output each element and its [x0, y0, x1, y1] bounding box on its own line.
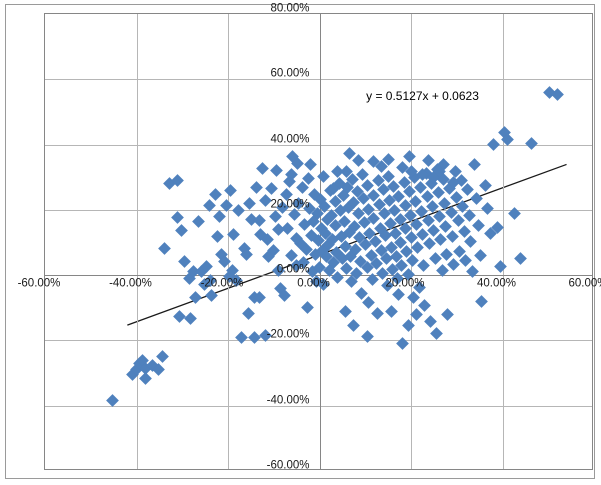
- scatter-point: [441, 308, 454, 322]
- scatter-point: [401, 319, 415, 333]
- scatter-point: [155, 350, 169, 363]
- scatter-point: [346, 319, 360, 333]
- scatter-point: [352, 153, 365, 167]
- scatter-point: [418, 299, 432, 313]
- scatter-point: [331, 164, 345, 178]
- scatter-point: [481, 201, 495, 215]
- scatter-point: [301, 301, 314, 315]
- scatter-point: [303, 157, 317, 171]
- y-axis-tick-label: 40.00%: [270, 133, 310, 146]
- y-axis-tick-label: 80.00%: [270, 2, 310, 15]
- scatter-point: [223, 183, 237, 197]
- scatter-point: [338, 305, 352, 319]
- scatter-point: [232, 204, 246, 217]
- gridline-horizontal: [45, 79, 592, 81]
- y-axis-tick-label: -20.00%: [266, 328, 310, 341]
- scatter-point: [514, 252, 528, 266]
- gridline-vertical: [502, 14, 504, 469]
- plot-area: [44, 13, 593, 470]
- scatter-point: [471, 218, 485, 232]
- scatter-point: [470, 192, 483, 206]
- y-axis-tick-label: -40.00%: [266, 394, 310, 407]
- gridline-vertical: [136, 14, 138, 469]
- gridline-vertical: [228, 14, 229, 469]
- scatter-point: [468, 158, 481, 172]
- scatter-point: [264, 182, 278, 195]
- gridline-horizontal: [45, 340, 592, 342]
- scatter-point: [270, 163, 284, 177]
- x-axis-tick-label: 60.00%: [568, 277, 601, 290]
- scatter-point: [475, 295, 489, 309]
- x-axis-tick-label: -20.00%: [200, 277, 244, 290]
- scatter-point: [256, 161, 270, 175]
- scatter-point: [158, 242, 172, 255]
- y-axis-tick-label: 20.00%: [270, 198, 310, 211]
- scatter-point: [417, 258, 431, 272]
- scatter-point: [410, 308, 423, 322]
- scatter-point: [434, 232, 448, 246]
- scatter-point: [487, 137, 501, 151]
- gridline-horizontal: [45, 405, 592, 407]
- x-axis-tick-label: 40.00%: [476, 277, 517, 290]
- scatter-point: [242, 197, 256, 211]
- scatter-point: [422, 153, 435, 167]
- scatter-point: [445, 230, 459, 243]
- scatter-point: [478, 178, 492, 192]
- scatter-point: [250, 180, 264, 194]
- scatter-point: [385, 305, 399, 319]
- scatter-point: [189, 290, 202, 304]
- scatter-point: [370, 307, 384, 321]
- y-axis-tick-label: 0.00%: [276, 263, 310, 276]
- scatter-point: [271, 222, 285, 236]
- scatter-point: [524, 136, 538, 150]
- scatter-point: [493, 259, 507, 273]
- y-axis-tick-label: -60.00%: [266, 459, 310, 472]
- scatter-point: [362, 296, 376, 310]
- scatter-point: [139, 372, 153, 386]
- trendline-equation-label: y = 0.5127x + 0.0623: [366, 88, 479, 103]
- scatter-point: [205, 289, 218, 303]
- scatter-point: [184, 311, 198, 325]
- x-axis-tick-label: 20.00%: [385, 277, 425, 290]
- scatter-point: [212, 210, 226, 223]
- scatter-point: [191, 214, 205, 228]
- y-axis-tick-label: 60.00%: [270, 67, 310, 80]
- scatter-point: [508, 206, 522, 220]
- scatter-point: [242, 306, 255, 320]
- scatter-point: [424, 315, 438, 329]
- chart-outer-frame: -60.00% -40.00% -20.00% 0.00% 20.00% 40.00% 60…: [5, 2, 601, 479]
- scatter-point: [227, 228, 241, 242]
- x-axis-tick-label: 0.00%: [297, 277, 330, 290]
- scatter-point: [210, 230, 224, 243]
- scatter-point: [175, 224, 189, 238]
- x-axis-line: [45, 275, 592, 277]
- scatter-point: [402, 149, 416, 163]
- scatter-point: [208, 188, 222, 201]
- scatter-point: [464, 235, 478, 248]
- x-axis-tick-label: -40.00%: [109, 277, 152, 290]
- scatter-point: [473, 249, 487, 262]
- scatter-point: [178, 255, 192, 269]
- scatter-point: [429, 326, 443, 340]
- gridline-horizontal: [45, 144, 592, 146]
- scatter-point: [234, 331, 248, 345]
- x-axis-tick-label: -60.00%: [17, 277, 61, 290]
- scatter-point: [396, 336, 410, 350]
- scatter-point: [461, 183, 475, 197]
- scatter-point: [171, 210, 185, 224]
- scatter-point: [459, 254, 473, 268]
